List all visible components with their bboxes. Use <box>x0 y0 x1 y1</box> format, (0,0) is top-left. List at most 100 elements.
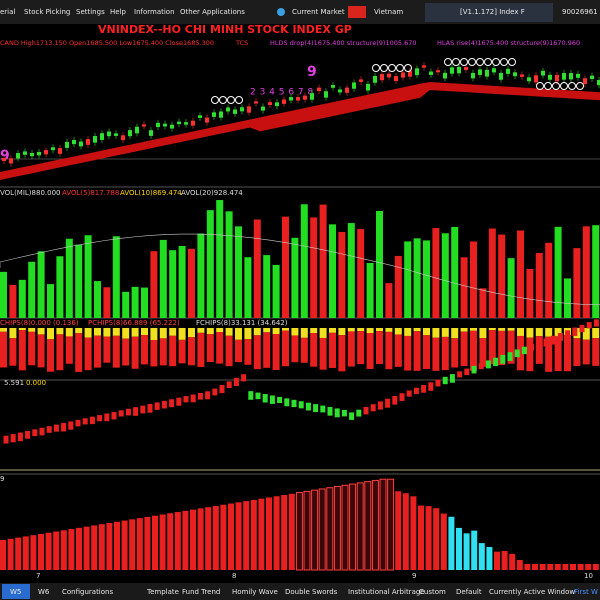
candle <box>457 66 461 74</box>
candle <box>597 79 600 86</box>
marker <box>544 82 552 90</box>
marker <box>219 96 227 104</box>
marker <box>560 82 568 90</box>
power-bar <box>532 564 538 570</box>
candle <box>303 95 307 100</box>
menu-item[interactable]: Information <box>134 8 175 16</box>
candle <box>380 74 384 81</box>
power-bar <box>288 493 295 570</box>
volume-bar <box>225 211 233 318</box>
menu-item[interactable]: erial <box>0 8 15 16</box>
chips-yellow <box>112 328 120 336</box>
trend-candle <box>327 407 333 416</box>
tab[interactable]: W6 <box>38 588 50 596</box>
power-bar <box>418 505 424 570</box>
trend-candle <box>449 374 455 383</box>
power-bar <box>53 531 60 570</box>
trend-candle <box>269 395 275 404</box>
chips-yellow <box>376 328 383 332</box>
power-bar <box>295 492 303 571</box>
power-bar <box>129 519 136 570</box>
trend-candle <box>521 346 527 355</box>
volume-bar <box>545 242 553 318</box>
chips-red <box>338 335 346 372</box>
trend-candle <box>298 401 304 409</box>
power-bar <box>371 479 379 571</box>
tab[interactable]: Configurations <box>62 588 113 596</box>
candle <box>247 106 251 113</box>
tab[interactable]: Currently Active Window <box>489 588 575 596</box>
tab[interactable]: Institutional Arbitrage <box>348 588 425 596</box>
trend-candle <box>176 397 182 406</box>
chips-yellow <box>272 328 280 335</box>
candle <box>163 123 167 127</box>
candle <box>317 87 321 92</box>
chips-red <box>28 331 36 366</box>
marker <box>227 96 235 104</box>
chips-yellow <box>498 328 506 331</box>
chips-yellow <box>479 328 487 339</box>
power-bar <box>311 489 319 571</box>
menu-item[interactable]: Other Applications <box>180 8 245 16</box>
volume-bar <box>366 262 374 318</box>
tab[interactable]: Fund Trend <box>182 588 220 596</box>
tab[interactable]: Template <box>146 588 179 596</box>
trend-candle <box>493 357 499 367</box>
trend-candle <box>46 426 52 433</box>
trend-candle <box>284 398 290 407</box>
chips-yellow <box>75 328 83 334</box>
tab[interactable]: First W <box>574 588 598 596</box>
candle <box>226 107 230 112</box>
candle <box>422 65 426 68</box>
chips-red <box>122 338 130 366</box>
candle <box>345 87 349 93</box>
candle <box>268 102 272 106</box>
chips-yellow <box>526 328 534 338</box>
chips-red <box>376 331 383 365</box>
hlds-label: HLDS drop(4)1675.400 structure(9)1005.67… <box>270 39 416 47</box>
chips-red <box>56 334 64 371</box>
tab[interactable]: Default <box>456 588 482 596</box>
power-bar <box>243 501 250 570</box>
tcs-label: TCS <box>235 39 248 47</box>
chips-yellow <box>37 328 45 335</box>
power-bar <box>410 496 417 570</box>
candle <box>51 147 55 151</box>
candle <box>324 91 328 98</box>
tab[interactable]: W5 <box>10 588 21 596</box>
trend-candle <box>248 391 254 400</box>
candle <box>93 136 97 143</box>
power-bar <box>159 514 166 570</box>
market-button[interactable]: Current Market <box>292 8 345 16</box>
chips-yellow <box>347 328 355 332</box>
tab[interactable]: Double Swords <box>285 588 338 596</box>
trend-candle <box>377 401 383 410</box>
power-bar <box>220 504 227 570</box>
menu-item[interactable]: Stock Picking <box>24 8 70 16</box>
tab[interactable]: Custom <box>419 588 446 596</box>
volume-bar <box>282 216 289 318</box>
menu-item[interactable]: Help <box>110 8 127 16</box>
chips-red <box>18 330 26 371</box>
candle <box>289 97 293 101</box>
trend-candle <box>500 354 506 364</box>
chips-yellow <box>169 328 177 336</box>
tab[interactable]: Homily Wave <box>232 588 278 596</box>
chips-red <box>479 338 487 367</box>
marker <box>452 58 460 66</box>
power-bar <box>98 524 105 570</box>
chips-yellow <box>56 328 64 335</box>
power-bar <box>182 510 189 570</box>
volume-bar <box>573 248 581 318</box>
volume-bar <box>517 230 524 318</box>
power-bar <box>585 564 592 570</box>
volume-bar <box>592 225 600 318</box>
power-bar <box>68 529 75 570</box>
trend-band <box>0 82 600 180</box>
chips-yellow <box>404 328 412 336</box>
trend-value: 5.591 <box>4 379 24 387</box>
menu-item[interactable]: Settings <box>76 8 105 16</box>
trend-candle <box>161 400 167 409</box>
candle <box>485 69 489 77</box>
chips-yellow <box>517 328 524 336</box>
